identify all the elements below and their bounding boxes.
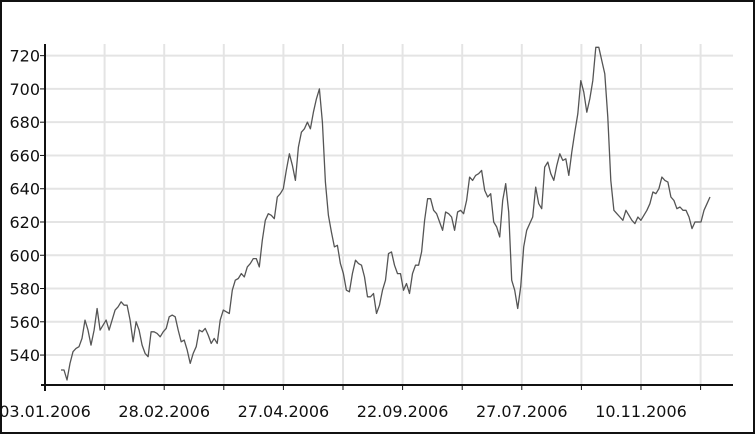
y-tick-label: 660: [9, 146, 40, 165]
y-tick-label: 700: [9, 80, 40, 99]
y-tick-label: 600: [9, 246, 40, 265]
y-tick-label: 540: [9, 346, 40, 365]
y-tick-label: 620: [9, 213, 40, 232]
y-tick-label: 560: [9, 313, 40, 332]
x-tick-label: 27.07.2006: [476, 402, 568, 421]
y-tick-label: 580: [9, 280, 40, 299]
y-tick-label: 720: [9, 47, 40, 66]
series-line: [61, 46, 711, 381]
x-axis-labels: 03.01.2006 28.02.2006 27.04.2006 22.09.2006…: [2, 402, 687, 421]
x-tick-label: 27.04.2006: [238, 402, 330, 421]
x-tick-label: 10.11.2006: [595, 402, 687, 421]
axes: [40, 44, 733, 391]
x-tick-label: 28.02.2006: [118, 402, 210, 421]
grid: [45, 44, 733, 385]
series: [61, 46, 711, 381]
y-tick-label: 640: [9, 180, 40, 199]
y-axis-labels: 540 560 580 600 620 640 660 680 700 720: [9, 47, 40, 365]
y-tick-label: 680: [9, 113, 40, 132]
x-tick-label: 22.09.2006: [357, 402, 449, 421]
x-tick-label: 03.01.2006: [2, 402, 91, 421]
